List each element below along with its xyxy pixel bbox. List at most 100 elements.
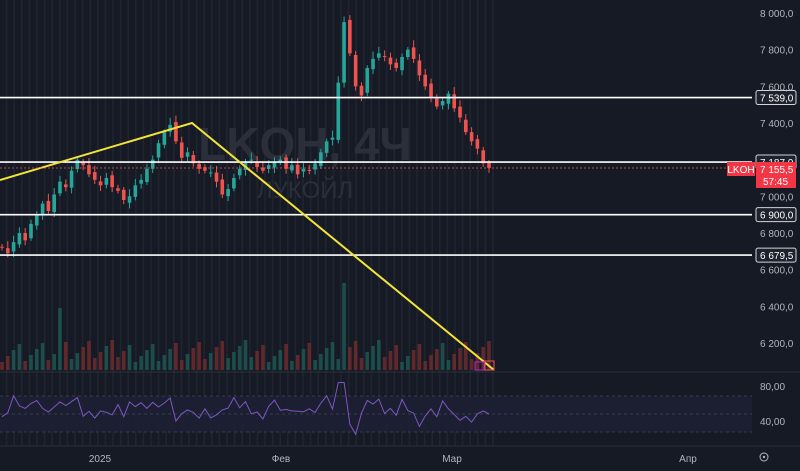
- stripe: [74, 0, 76, 446]
- stripe: [385, 0, 388, 446]
- volume-bar: [110, 340, 114, 370]
- price-axis[interactable]: 8 000,0 7 800,0 7 600,0 7 400,0 7 000,0 6 800…: [760, 9, 794, 350]
- volume-bar: [133, 362, 138, 370]
- volume-bar: [220, 341, 225, 370]
- volume-bar: [116, 357, 120, 370]
- symbol-tag[interactable]: LKOH: [727, 162, 755, 176]
- stripe: [378, 0, 380, 446]
- volume-bar: [232, 352, 236, 370]
- settings-icon[interactable]: [759, 452, 769, 462]
- volume-bar: [406, 356, 410, 370]
- candle-body: [359, 85, 364, 96]
- candle-body: [295, 164, 300, 175]
- volume-bar: [243, 340, 248, 370]
- stripe: [492, 0, 494, 446]
- price-tick: 7 800,0: [760, 46, 794, 57]
- price-tick: 7 400,0: [760, 119, 794, 130]
- stripe: [211, 0, 213, 446]
- stripe: [256, 0, 259, 446]
- candle-body: [133, 185, 138, 197]
- level-price-tag[interactable]: 6 900,0: [755, 207, 797, 223]
- candle-body: [168, 124, 172, 132]
- level-price-tag[interactable]: 7 539,0: [755, 90, 797, 106]
- drawing-marker[interactable]: [474, 361, 485, 371]
- candle-body: [475, 139, 480, 149]
- stripe: [112, 0, 114, 446]
- volume-bar: [168, 349, 172, 370]
- candle-body: [290, 165, 294, 171]
- svg-text:LKOH: LKOH: [727, 165, 754, 176]
- candle-body: [69, 170, 74, 188]
- candle-body: [481, 150, 486, 164]
- candle-body: [464, 119, 468, 133]
- svg-text:57:45: 57:45: [763, 177, 788, 188]
- trend-line[interactable]: [0, 121, 495, 371]
- candle-body: [191, 155, 196, 164]
- candle-body: [139, 179, 143, 184]
- trend-lines[interactable]: [0, 121, 495, 371]
- stripe: [416, 0, 418, 446]
- volume-bar: [266, 362, 271, 370]
- svg-text:7 539,0: 7 539,0: [760, 94, 794, 105]
- candle-body: [365, 68, 370, 93]
- candle-body: [220, 179, 225, 195]
- volume-bar: [452, 354, 457, 370]
- volume-bar: [400, 362, 404, 370]
- candle-body: [371, 58, 375, 70]
- volume-bar: [359, 358, 364, 370]
- candle-body: [353, 54, 358, 87]
- stripe: [81, 0, 84, 446]
- candle-body: [110, 175, 114, 188]
- drawing-marker-2[interactable]: [484, 360, 495, 371]
- volume-bar: [382, 357, 387, 370]
- level-price-tag[interactable]: 6 679,5: [755, 247, 797, 263]
- candle-body: [127, 196, 132, 203]
- candle-body: [104, 178, 109, 185]
- volume-bar: [63, 342, 68, 370]
- candle-body: [58, 181, 62, 194]
- volume-bar: [127, 345, 132, 370]
- stripe: [89, 0, 91, 446]
- stripe: [119, 0, 122, 446]
- candle-body: [469, 132, 474, 142]
- volume-bar: [446, 360, 451, 370]
- volume-bar: [458, 348, 462, 370]
- rsi-tick-80: 80,00: [760, 382, 785, 393]
- candle-body: [388, 57, 393, 65]
- volume-bar: [185, 354, 190, 370]
- stripe: [150, 0, 152, 446]
- rsi-tick-40: 40,00: [760, 417, 785, 428]
- volume-bar: [353, 341, 358, 370]
- candle-body: [214, 172, 219, 182]
- candle-body: [330, 137, 335, 140]
- candle-body: [81, 161, 85, 166]
- volume-bar: [371, 346, 375, 370]
- candle-body: [40, 203, 45, 215]
- volume-bar: [191, 348, 196, 370]
- stripe: [370, 0, 373, 446]
- volume-bar: [92, 358, 97, 370]
- stripe: [302, 0, 304, 446]
- stripe: [241, 0, 243, 446]
- stripe: [13, 0, 15, 446]
- candle-body: [197, 163, 201, 169]
- volume-bar: [481, 347, 486, 370]
- stripe: [340, 0, 342, 446]
- volume-bar: [377, 340, 381, 370]
- volume-bar: [197, 342, 201, 370]
- stripe: [294, 0, 297, 446]
- volume-bar: [75, 353, 80, 370]
- candle-body: [411, 47, 416, 59]
- volume-bar: [104, 346, 109, 370]
- current-price-tag[interactable]: 7 155,5 57:45: [756, 162, 796, 188]
- stripe: [59, 0, 61, 446]
- stripe: [469, 0, 471, 446]
- stripe: [355, 0, 357, 446]
- candles: [0, 15, 491, 258]
- candle-body: [150, 159, 155, 169]
- volume-bar: [342, 283, 346, 370]
- volume-bar: [313, 360, 317, 370]
- volume-bar: [98, 352, 103, 370]
